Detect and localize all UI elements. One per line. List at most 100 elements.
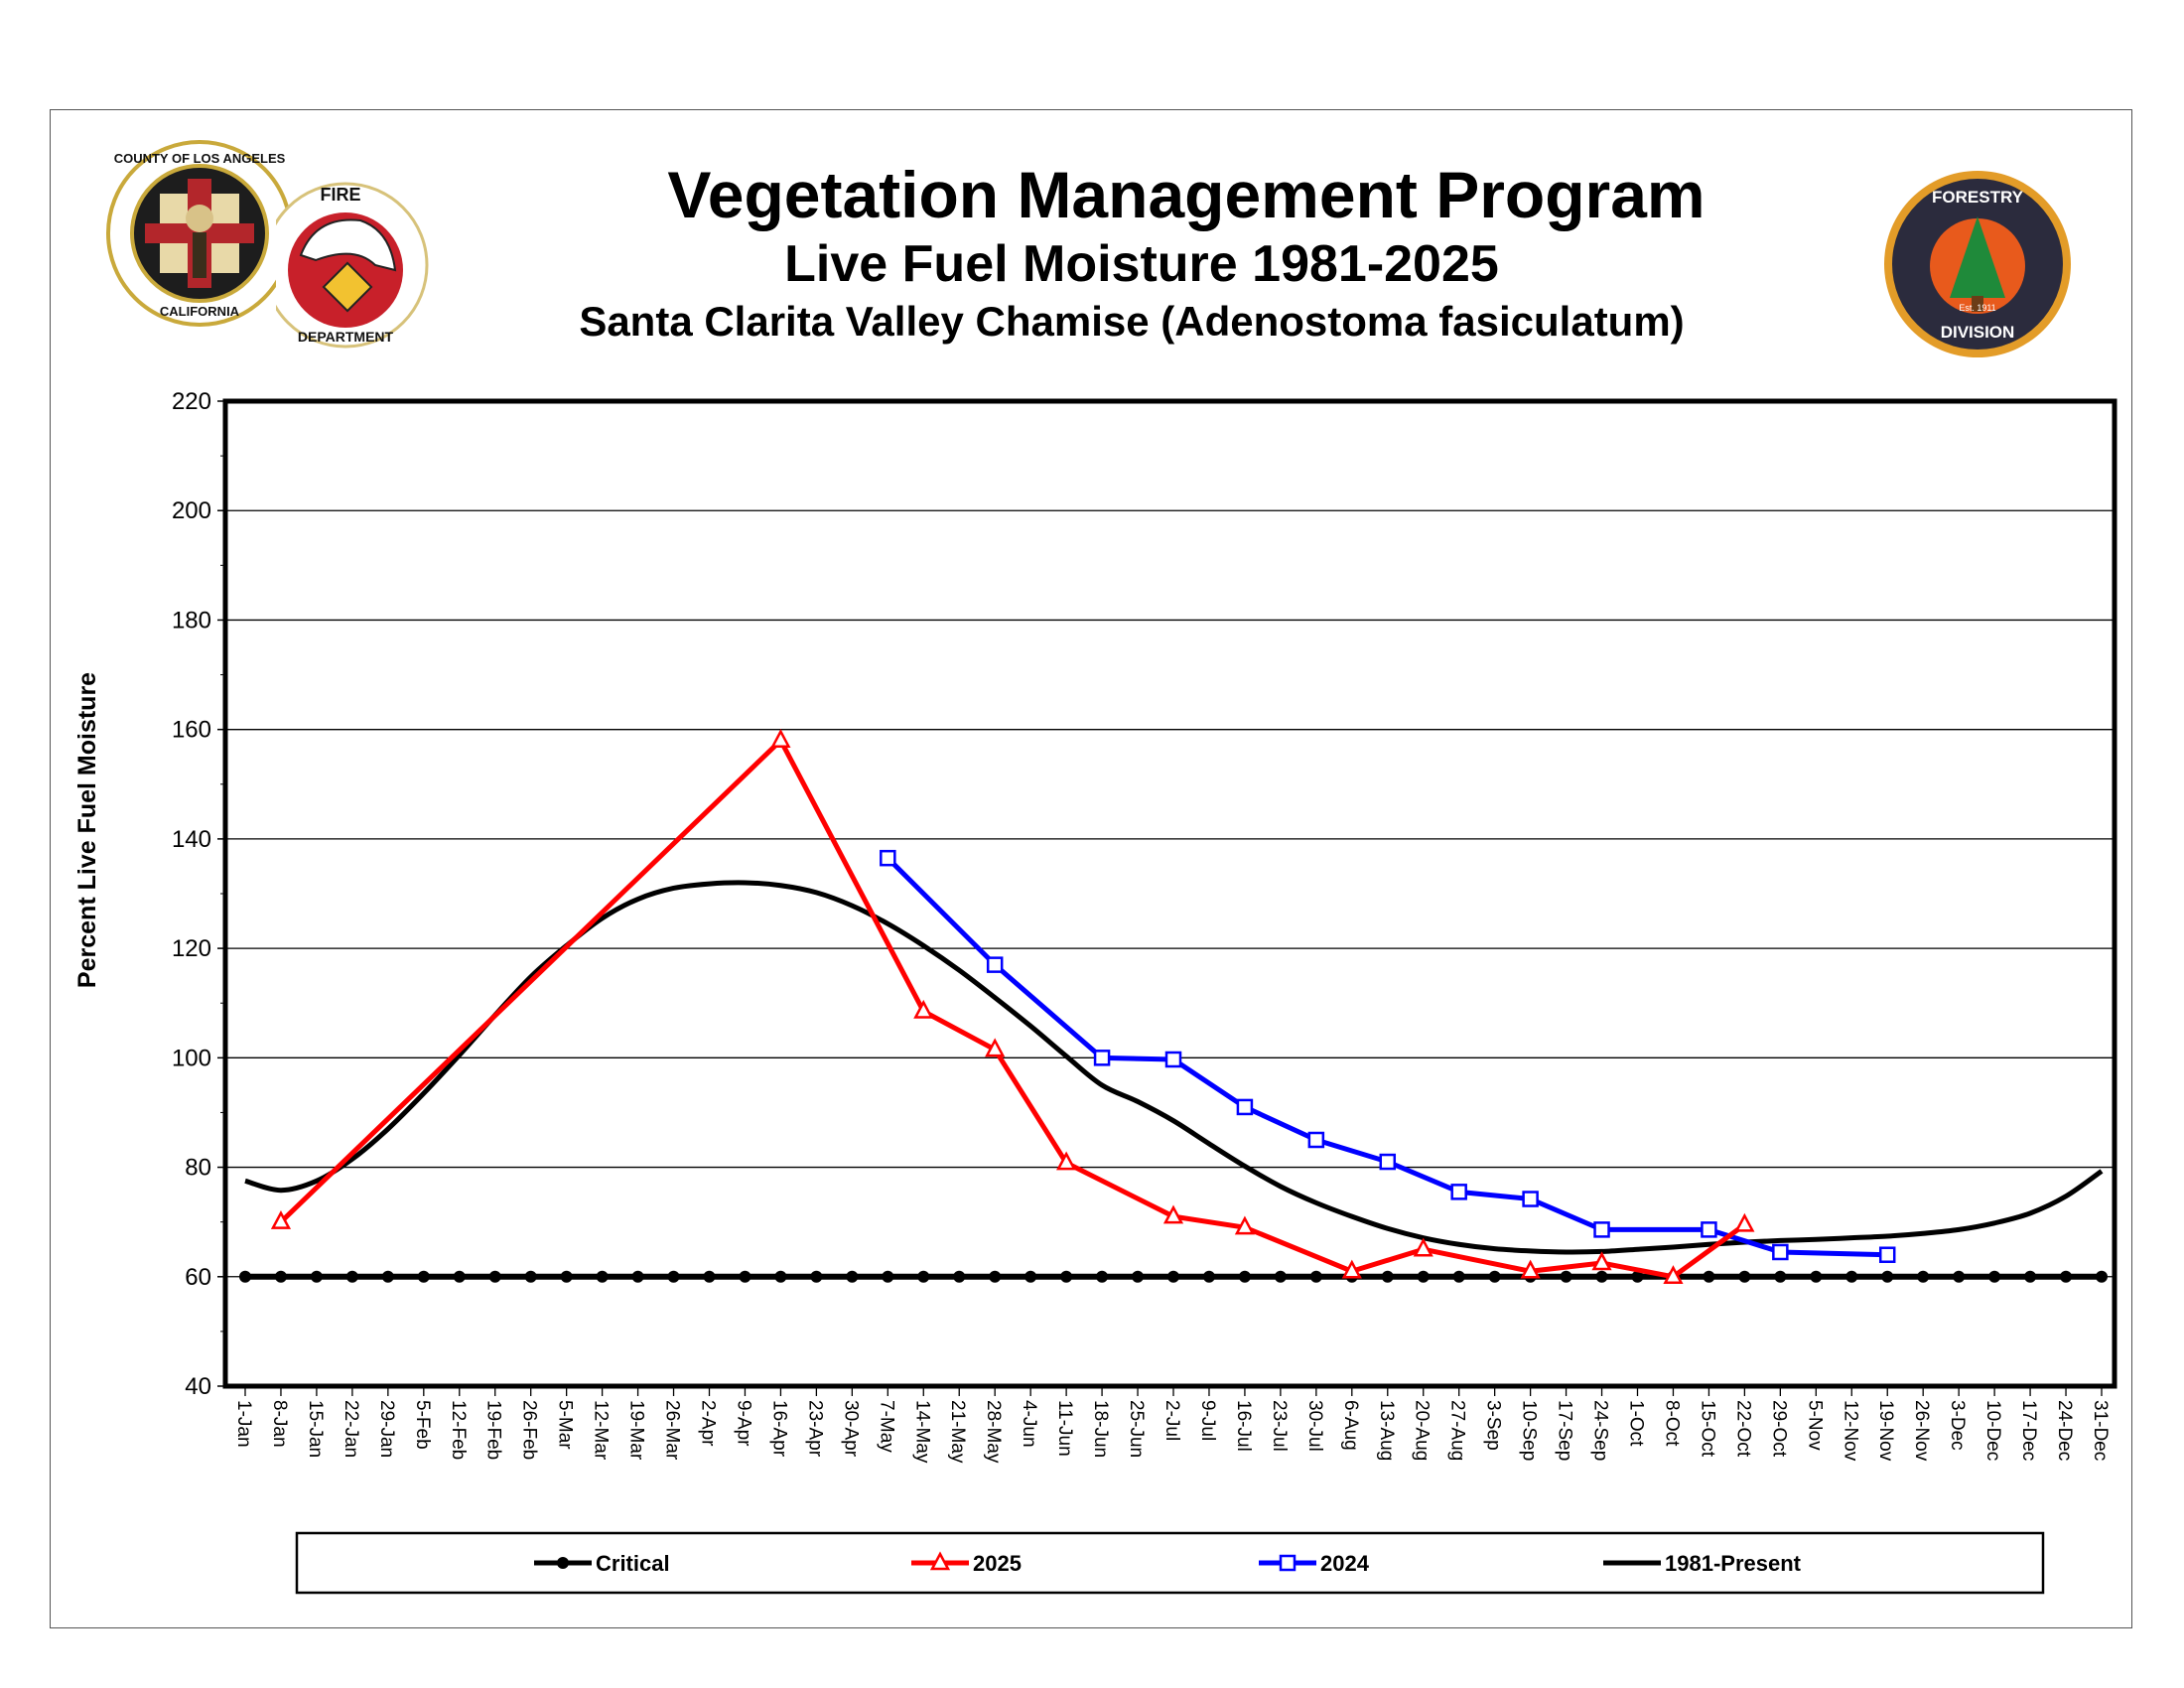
x-tick-label: 2-Jul bbox=[1161, 1400, 1182, 1441]
x-tick-label: 8-Oct bbox=[1661, 1400, 1682, 1447]
data-point bbox=[1236, 1098, 1254, 1116]
data-point bbox=[1774, 1270, 1787, 1283]
data-point bbox=[2096, 1270, 2108, 1283]
data-point bbox=[810, 1270, 823, 1283]
x-tick-label: 9-Jul bbox=[1197, 1400, 1218, 1441]
legend-label: 2024 bbox=[1320, 1551, 1370, 1576]
x-tick-label: 17-Dec bbox=[2018, 1400, 2039, 1461]
x-tick-label: 27-Aug bbox=[1447, 1400, 1468, 1461]
x-tick-label: 14-May bbox=[911, 1400, 932, 1464]
y-tick-label: 60 bbox=[185, 1264, 211, 1291]
x-tick-label: 22-Oct bbox=[1732, 1400, 1753, 1458]
x-tick-label: 20-Aug bbox=[1412, 1400, 1433, 1461]
x-tick-label: 12-Nov bbox=[1840, 1400, 1860, 1462]
x-tick-label: 15-Oct bbox=[1697, 1400, 1717, 1458]
data-point bbox=[1234, 1215, 1256, 1235]
data-point bbox=[770, 729, 791, 748]
data-point bbox=[1450, 1184, 1467, 1200]
data-point bbox=[453, 1270, 466, 1283]
data-point bbox=[1878, 1246, 1896, 1263]
fire-department-logo: FIRE DEPARTMENT bbox=[276, 182, 429, 349]
legend-swatch-marker bbox=[1279, 1554, 1297, 1572]
x-tick-label: 29-Jan bbox=[376, 1400, 397, 1458]
legend-label: 2025 bbox=[973, 1551, 1022, 1576]
data-point bbox=[631, 1270, 644, 1283]
x-tick-label: 17-Sep bbox=[1555, 1400, 1575, 1461]
data-point bbox=[1520, 1259, 1541, 1279]
x-tick-label: 3-Sep bbox=[1483, 1400, 1504, 1451]
x-tick-label: 19-Nov bbox=[1875, 1400, 1896, 1462]
x-tick-label: 5-Mar bbox=[555, 1400, 576, 1450]
data-point bbox=[596, 1270, 609, 1283]
x-tick-label: 1-Jan bbox=[233, 1400, 254, 1448]
data-point bbox=[274, 1270, 287, 1283]
x-tick-label: 12-Mar bbox=[591, 1400, 612, 1461]
data-point bbox=[1488, 1270, 1501, 1283]
x-tick-label: 19-Mar bbox=[626, 1400, 647, 1461]
x-tick-label: 10-Sep bbox=[1519, 1400, 1540, 1461]
data-point bbox=[880, 849, 896, 867]
series-2024 bbox=[880, 849, 1896, 1263]
x-tick-label: 11-Jun bbox=[1054, 1400, 1075, 1457]
svg-text:CALIFORNIA: CALIFORNIA bbox=[160, 304, 240, 319]
svg-text:DIVISION: DIVISION bbox=[1941, 323, 2015, 342]
y-tick-label: 100 bbox=[172, 1045, 211, 1071]
data-point bbox=[1560, 1270, 1572, 1283]
y-tick-label: 140 bbox=[172, 826, 211, 853]
series-2025 bbox=[270, 729, 1755, 1285]
data-point bbox=[917, 1270, 930, 1283]
data-point bbox=[1988, 1270, 2001, 1283]
data-point bbox=[1772, 1243, 1789, 1261]
data-point bbox=[703, 1270, 716, 1283]
data-point bbox=[417, 1270, 430, 1283]
data-point bbox=[882, 1270, 894, 1283]
x-tick-label: 22-Jan bbox=[341, 1400, 361, 1458]
x-tick-label: 13-Aug bbox=[1376, 1400, 1397, 1461]
data-point bbox=[1307, 1131, 1325, 1149]
page-frame bbox=[50, 109, 2132, 1628]
x-tick-label: 24-Sep bbox=[1590, 1400, 1611, 1461]
data-point bbox=[1379, 1153, 1397, 1171]
data-point bbox=[381, 1270, 394, 1283]
legend-swatch-marker bbox=[929, 1551, 951, 1571]
x-tick-label: 30-Jul bbox=[1304, 1400, 1325, 1452]
data-point bbox=[1309, 1270, 1322, 1283]
x-tick-label: 15-Jan bbox=[305, 1400, 326, 1458]
data-point bbox=[1452, 1270, 1465, 1283]
data-point bbox=[1238, 1270, 1251, 1283]
legend-label: Critical bbox=[596, 1551, 670, 1576]
data-point bbox=[310, 1270, 323, 1283]
x-tick-label: 26-Feb bbox=[519, 1400, 540, 1460]
x-tick-label: 26-Mar bbox=[662, 1400, 683, 1461]
data-point bbox=[1522, 1191, 1539, 1207]
x-tick-label: 24-Dec bbox=[2054, 1400, 2075, 1461]
x-tick-label: 23-Jul bbox=[1269, 1400, 1290, 1452]
chart-species-subtitle: Santa Clarita Valley Chamise (Adenostoma… bbox=[579, 298, 1685, 345]
data-point bbox=[2024, 1270, 2037, 1283]
series-line bbox=[886, 856, 1888, 1258]
legend: Critical 2025 2024 1981-Present bbox=[295, 1531, 2045, 1595]
data-point bbox=[1056, 1151, 1077, 1171]
data-point bbox=[985, 1038, 1006, 1057]
data-point bbox=[667, 1270, 680, 1283]
y-tick-label: 160 bbox=[172, 717, 211, 744]
data-point bbox=[1701, 1221, 1717, 1238]
x-tick-label: 19-Feb bbox=[483, 1400, 504, 1460]
x-tick-label: 9-Apr bbox=[733, 1400, 753, 1447]
data-point bbox=[1202, 1270, 1215, 1283]
data-point bbox=[1093, 1050, 1111, 1066]
x-tick-label: 1-Oct bbox=[1626, 1400, 1647, 1447]
x-tick-label: 12-Feb bbox=[448, 1400, 469, 1460]
data-point bbox=[846, 1270, 859, 1283]
y-tick-label: 220 bbox=[172, 388, 211, 415]
data-point bbox=[1917, 1270, 1930, 1283]
data-point bbox=[1162, 1204, 1184, 1224]
data-point bbox=[1413, 1237, 1433, 1257]
svg-text:FIRE: FIRE bbox=[320, 185, 360, 205]
data-point bbox=[1881, 1270, 1894, 1283]
data-point bbox=[1663, 1265, 1684, 1285]
x-tick-label: 30-Apr bbox=[840, 1400, 861, 1458]
x-tick-label: 18-Jun bbox=[1090, 1400, 1111, 1458]
x-tick-label: 29-Oct bbox=[1768, 1400, 1789, 1458]
